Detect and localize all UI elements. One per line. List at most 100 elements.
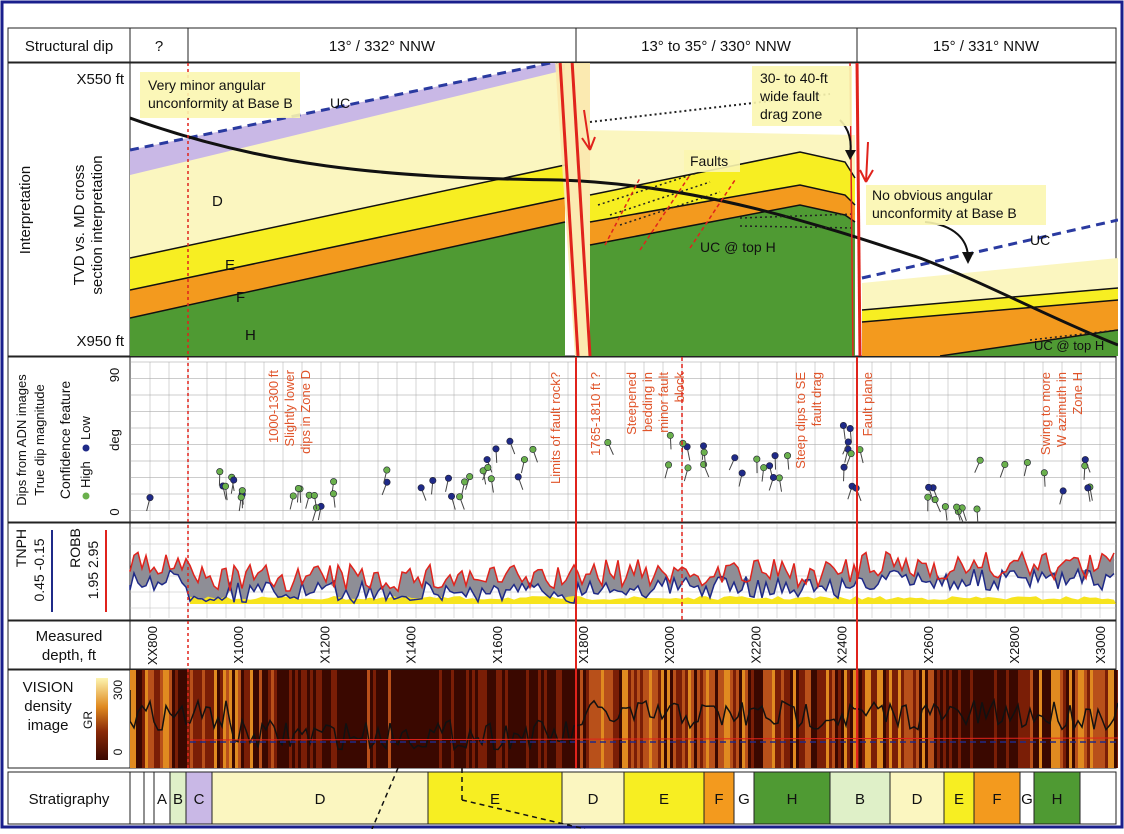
tvd-label-1: TVD vs. MD cross: [71, 165, 88, 286]
low-legend-marker: [83, 445, 90, 452]
dip-point: [942, 503, 948, 509]
dip-point: [848, 450, 854, 456]
dips-label-1: Dips from ADN images: [14, 374, 29, 506]
dip-point: [448, 493, 454, 499]
high-legend-label: High: [78, 461, 93, 488]
dip-point: [784, 452, 790, 458]
strat-label: D: [588, 791, 599, 808]
strat-label: E: [954, 791, 964, 808]
dip-point: [847, 425, 853, 431]
dip-point: [840, 422, 846, 428]
zone-h-label: H: [245, 327, 256, 344]
uc-label-right: UC: [1030, 232, 1050, 248]
dip-top-tick: 90: [107, 368, 122, 382]
dip-annotation: fault drag: [809, 372, 824, 426]
dip-point: [1082, 456, 1088, 462]
tvd-label-2: section interpretation: [89, 155, 106, 294]
zone-f-label: F: [236, 289, 245, 306]
dip-value-4: 15° / 331° NNW: [933, 38, 1040, 55]
dip-point: [330, 478, 336, 484]
dip-point: [418, 485, 424, 491]
dip-point: [925, 494, 931, 500]
dip-annotation: dips in Zone D: [298, 370, 313, 454]
stratigraphy-label: Stratigraphy: [29, 791, 110, 808]
dip-point: [456, 494, 462, 500]
dip-annotation: Steepened: [624, 372, 639, 435]
log-row: TNPH 0.45 -0.15 ROBB 1.95 2.95: [8, 523, 1116, 620]
gr-label: GR: [81, 711, 95, 729]
strat-label: A: [157, 791, 167, 808]
md-label-1: Measured: [36, 628, 103, 645]
no-unconformity-1: No obvious angular: [872, 187, 993, 203]
dip-point: [845, 439, 851, 445]
gr-max: 300: [111, 680, 125, 700]
dip-point: [515, 474, 521, 480]
robb-label: ROBB: [67, 528, 83, 568]
bottom-depth-label: X950 ft: [76, 333, 124, 350]
dip-annotation: minor fault: [656, 372, 671, 433]
dip-point: [530, 446, 536, 452]
dip-annotation: Limits of fault rock?: [548, 372, 563, 484]
depth-tick-label: X3000: [1093, 626, 1108, 664]
dip-point: [430, 477, 436, 483]
dips-label-2: True dip magnitude: [32, 384, 47, 496]
confidence-label: Confidence feature: [57, 381, 73, 500]
callout-unconformity-1: Very minor angular: [148, 77, 266, 93]
strat-label: E: [490, 791, 500, 808]
depth-tick-label: X2600: [921, 626, 936, 664]
dip-point: [295, 485, 301, 491]
dip-point: [493, 446, 499, 452]
md-label-2: depth, ft: [42, 647, 97, 664]
zone-e-label: E: [225, 257, 235, 274]
dip-point: [772, 452, 778, 458]
dip-point: [147, 494, 153, 500]
dips-row: Dips from ADN images True dip magnitude …: [8, 357, 1116, 524]
dip-point: [700, 443, 706, 449]
dip-point: [770, 474, 776, 480]
structural-dip-label: Structural dip: [25, 38, 113, 55]
drag-zone-1: 30- to 40-ft: [760, 70, 828, 86]
strat-label: F: [714, 791, 723, 808]
dip-point: [754, 456, 760, 462]
dip-annotation: Swing to more: [1038, 372, 1053, 455]
no-unconformity-2: unconformity at Base B: [872, 205, 1017, 221]
strat-label: B: [855, 791, 865, 808]
dip-value-3: 13° to 35° / 330° NNW: [641, 38, 792, 55]
depth-tick-label: X1800: [576, 626, 591, 664]
vision-row: VISION density image GR 300 0: [8, 670, 1120, 768]
dip-point: [685, 465, 691, 471]
depth-tick-label: X1400: [404, 626, 419, 664]
depth-tick-label: XX800: [145, 626, 160, 665]
uc-top-h-middle: UC @ top H: [700, 239, 776, 255]
dip-annotation: 1765-1810 ft ?: [588, 372, 603, 456]
dip-point: [238, 494, 244, 500]
depth-tick-label: X2400: [835, 626, 850, 664]
dip-point: [222, 483, 228, 489]
depth-tick-label: X2800: [1007, 626, 1022, 664]
dip-annotation: 1000-1300 ft: [266, 370, 281, 443]
callout-unconformity-2: unconformity at Base B: [148, 95, 293, 111]
dip-point: [1024, 459, 1030, 465]
dip-point: [605, 439, 611, 445]
strat-label: H: [1052, 791, 1063, 808]
drag-zone-2: wide fault: [759, 88, 819, 104]
dip-value-1: ?: [155, 38, 163, 55]
vision-label-2: density: [24, 698, 72, 715]
zone-d-label: D: [212, 193, 223, 210]
uc-top-h-right: UC @ top H: [1034, 338, 1104, 353]
tnph-label: TNPH: [13, 529, 29, 567]
dip-point: [384, 467, 390, 473]
top-depth-label: X550 ft: [76, 71, 124, 88]
dip-annotation: block: [672, 372, 687, 403]
dip-point: [484, 456, 490, 462]
drag-zone-3: drag zone: [760, 106, 822, 122]
gr-color-scale: [96, 678, 108, 760]
strat-label: C: [194, 791, 205, 808]
depth-tick-label: X1000: [231, 626, 246, 664]
dip-point: [680, 440, 686, 446]
